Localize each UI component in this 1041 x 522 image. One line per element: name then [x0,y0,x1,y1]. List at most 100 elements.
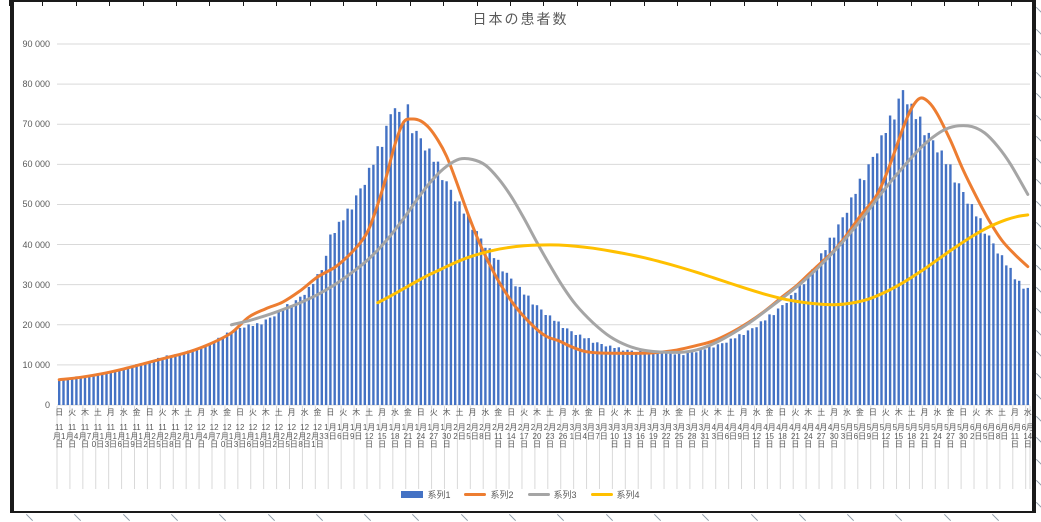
sheet-edge-left [10,0,14,513]
bar-series-point [794,292,797,405]
x-axis-label: 土 12月22日 [272,408,285,450]
bar-series-point [260,324,263,405]
bar-series-point [208,343,211,405]
legend-label: 系列4 [616,490,640,500]
bar-series-point [613,348,616,405]
bar-series-point [251,326,255,405]
bar-series-point [699,349,702,405]
bar-series-point [944,164,948,405]
y-axis-tick-label: 80 000 [22,79,50,90]
bar-series-point [152,360,156,405]
x-axis-label: 木 1月9日 [349,408,363,441]
x-axis-label: 月 5月21日 [918,408,931,450]
bar-series-point [281,309,285,405]
bar-series-point [686,353,689,405]
bar-series-point [1000,255,1004,405]
x-axis-label: 金 3月4日 [582,408,595,441]
bar-series-point [462,213,466,405]
x-axis-label: 月 12月25日 [285,408,298,450]
bar-series-point [139,364,143,405]
bar-series-point [122,369,125,405]
bar-series-point [471,229,474,405]
bar-series-point [901,90,905,405]
bar-series-point [746,330,750,405]
bar-series-point [243,327,246,405]
x-axis-label: 木 6月5日 [982,408,996,441]
bar-series-point [936,152,939,405]
bar-series-point [475,231,478,405]
y-axis-tick-label: 90 000 [22,39,50,49]
bar-series-point [970,204,974,405]
bar-series-point [807,274,810,405]
bar-series-point [182,353,186,405]
bar-series-point [880,135,883,406]
bar-series-point [600,344,603,405]
bar-series-point [548,315,552,405]
x-axis-label: 月 6月11日 [1008,408,1022,450]
bar-series-point [522,294,526,405]
y-axis-tick-label: 30 000 [22,279,50,290]
column-boundary-tick [276,0,278,6]
bar-series-point [591,342,595,405]
column-boundary-tick [910,0,912,6]
x-axis-label: 木 3月13日 [621,408,634,450]
bar-series-point [273,316,276,405]
bar-series-point [832,237,836,405]
x-axis-label: 日 12月13日 [233,408,247,450]
bar-series-point [105,371,108,405]
x-axis-label: 日 11月22日 [143,408,156,450]
sheet-edge-right [1032,0,1036,513]
bar-series-point [841,217,844,405]
bar-series-point [1013,279,1017,405]
column-boundary-tick [443,0,445,6]
x-axis-label: 土 6月8日 [995,408,1009,441]
x-axis-label: 木 4月3日 [711,408,725,441]
bar-series-point [712,347,715,405]
column-boundary-tick [142,0,144,6]
column-boundary-tick [810,0,812,6]
bar-series-point [212,342,216,405]
bar-series-point [479,238,483,405]
x-axis-label: 水 4月12日 [750,408,763,450]
x-axis-label: 日 5月9日 [866,408,880,441]
x-axis-label: 月 4月9日 [737,408,750,441]
bar-series-point [195,348,199,405]
bar-series-point [781,305,784,405]
bar-series-point [316,274,319,405]
bar-series-point [729,338,732,405]
bar-series-point [83,375,87,405]
x-axis-label: 金 2月11日 [492,408,505,450]
bar-series-point [931,140,935,406]
line-swatch-icon [527,493,550,496]
column-boundary-tick [476,0,478,6]
legend-item-系列2[interactable]: 系列2 [464,488,514,501]
bar-series-point [96,373,100,405]
y-axis-tick-label: 70 000 [22,119,50,130]
bar-series-point [957,183,961,405]
bar-series-point [639,350,642,405]
bar-series-point [914,119,918,405]
x-axis-label: 金 3月25日 [672,408,686,450]
bar-series-point [187,350,190,405]
column-boundary-tick [1011,0,1012,6]
x-axis-label: 土 11月10日 [91,408,105,450]
x-axis-label: 日 4月18日 [776,408,789,450]
bar-series-point [609,345,612,405]
bar-series-point [161,357,164,405]
legend-item-系列3[interactable]: 系列3 [527,488,577,501]
legend-item-系列4[interactable]: 系列4 [590,488,640,501]
bar-series-point [893,119,896,405]
bar-series-point [169,356,173,405]
bar-series-point [656,351,659,405]
column-boundary-tick [109,0,111,6]
legend-item-系列1[interactable]: 系列1 [401,488,450,501]
column-boundary-tick [777,0,779,6]
bar-series-point [458,201,461,405]
bar-series-point [561,328,565,405]
bar-series-point [983,233,986,405]
x-axis-label: 木 1月30日 [440,408,453,450]
x-axis-label: 土 2月23日 [543,408,557,450]
bar-series-point [884,133,887,405]
